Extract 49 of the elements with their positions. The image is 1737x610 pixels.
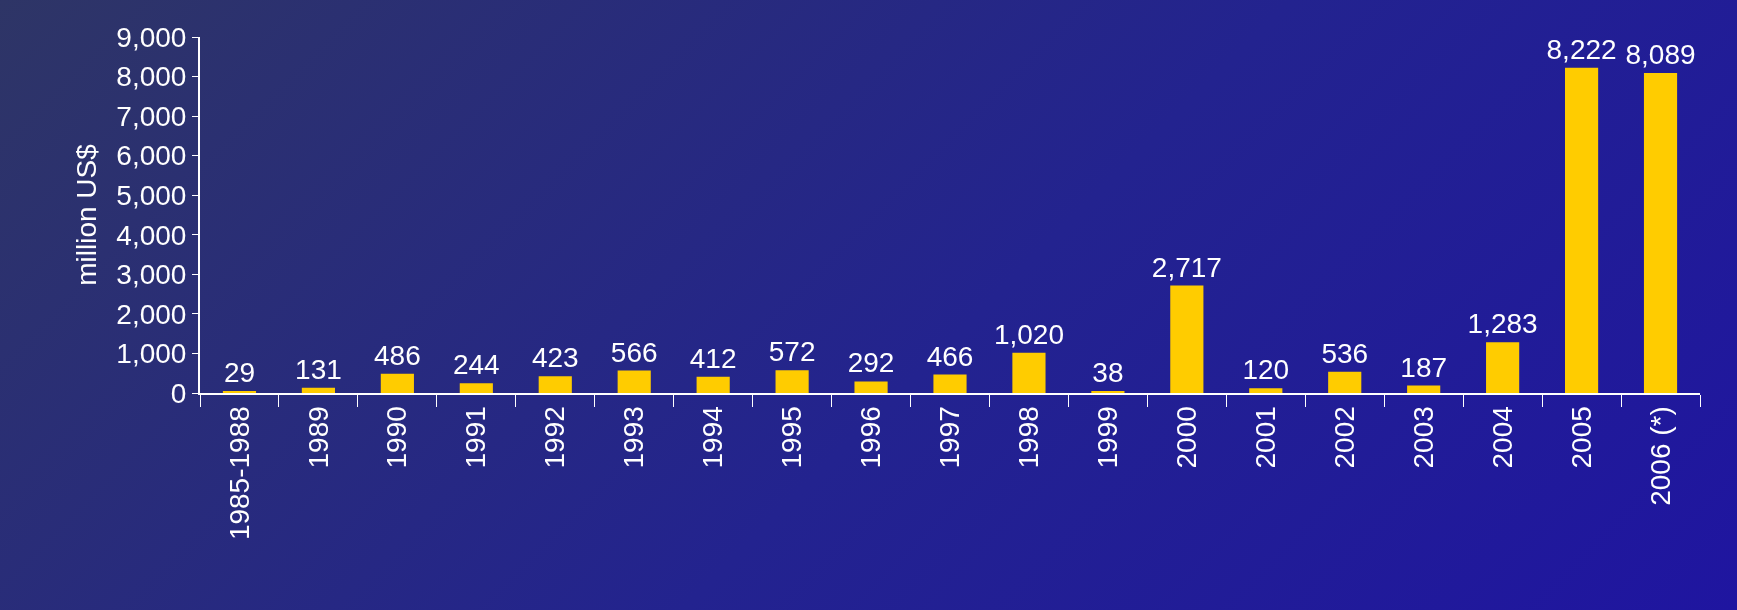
y-tick-label: 9,000	[116, 21, 187, 53]
x-tick-label: 1996	[855, 406, 887, 469]
y-tick-label: 6,000	[116, 140, 187, 172]
data-label: 292	[847, 347, 895, 379]
x-tick-label: 1998	[1013, 406, 1045, 469]
y-tick-label: 5,000	[116, 180, 187, 212]
data-label: 187	[1400, 351, 1448, 383]
data-label: 572	[768, 336, 816, 368]
x-tick-label: 2003	[1407, 406, 1439, 469]
y-tick-label: 0	[170, 377, 187, 409]
data-label: 38	[1092, 357, 1124, 388]
x-tick-label: 1993	[618, 406, 650, 469]
data-label: 244	[452, 349, 500, 381]
x-tick-label: 2002	[1328, 406, 1360, 469]
x-tick-label: 1997	[934, 406, 966, 469]
data-label: 2,717	[1151, 251, 1222, 283]
x-tick-label: 1995	[776, 406, 808, 469]
data-label: 466	[926, 340, 974, 372]
x-tick-label: 2005	[1565, 406, 1597, 469]
data-label: 29	[223, 357, 256, 388]
x-tick-label: 1990	[381, 406, 413, 469]
x-tick-label: 2004	[1486, 406, 1518, 469]
y-tick-label: 2,000	[116, 298, 187, 330]
data-label: 566	[610, 336, 658, 368]
y-tick-label: 3,000	[116, 259, 187, 291]
y-tick-label: 8,000	[116, 61, 187, 93]
y-tick-label: 4,000	[116, 219, 187, 251]
data-label: 486	[374, 339, 421, 371]
x-tick-label: 2006 (*)	[1644, 406, 1676, 506]
x-tick-label: 1991	[460, 406, 492, 469]
x-tick-label: 1989	[302, 406, 334, 469]
x-tick-label: 1985-1988	[223, 406, 255, 541]
data-label: 423	[531, 342, 579, 374]
x-tick-label: 1992	[539, 406, 571, 469]
x-tick-label: 2000	[1170, 406, 1202, 469]
data-label: 120	[1242, 354, 1290, 386]
y-axis-title: million US$	[70, 143, 102, 286]
data-label: 1,020	[993, 318, 1064, 350]
data-label: 131	[295, 353, 342, 385]
x-tick-label: 2001	[1249, 406, 1281, 469]
data-label: 1,283	[1467, 308, 1538, 340]
data-label: 8,222	[1546, 33, 1617, 65]
y-tick-label: 1,000	[116, 338, 187, 370]
x-tick-label: 1999	[1091, 406, 1123, 469]
y-tick-label: 7,000	[116, 100, 187, 132]
data-label: 412	[689, 342, 737, 374]
data-label: 8,089	[1625, 39, 1696, 71]
x-tick-label: 1994	[697, 406, 729, 469]
data-label: 536	[1321, 337, 1369, 369]
